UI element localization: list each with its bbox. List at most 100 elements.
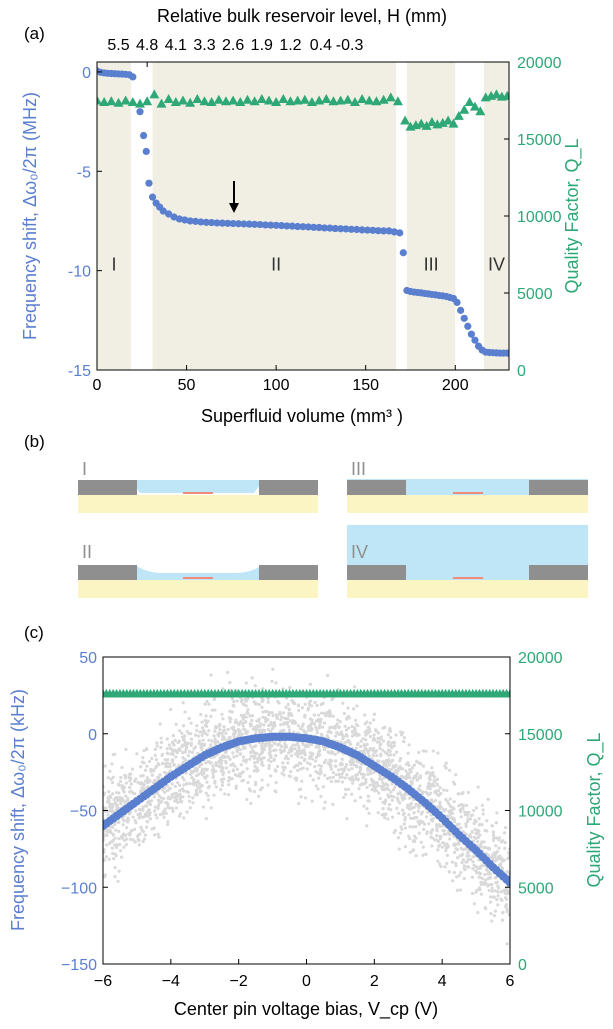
raw-measurement-point [499, 890, 503, 894]
raw-measurement-point [384, 812, 388, 817]
raw-measurement-point [296, 754, 300, 759]
right-tick-label: 5000 [518, 880, 554, 897]
raw-measurement-point [505, 909, 509, 914]
raw-measurement-point [124, 781, 129, 785]
raw-measurement-point [489, 855, 493, 860]
raw-measurement-point [188, 806, 192, 810]
raw-measurement-point [480, 864, 484, 868]
raw-measurement-point [461, 858, 465, 862]
top-tick-label: 5.5 [107, 37, 129, 54]
raw-measurement-point [228, 709, 232, 713]
frequency-shift-point [363, 226, 372, 234]
raw-measurement-point [262, 729, 267, 733]
raw-measurement-point [184, 771, 188, 775]
raw-measurement-point [204, 817, 208, 821]
raw-measurement-point [186, 790, 190, 795]
raw-measurement-point [342, 769, 346, 773]
raw-measurement-point [472, 902, 476, 906]
raw-measurement-point [209, 673, 213, 677]
raw-measurement-point [344, 728, 349, 732]
raw-measurement-point [336, 718, 340, 722]
raw-measurement-point [322, 760, 327, 764]
raw-measurement-point [117, 820, 121, 824]
raw-measurement-point [250, 676, 254, 680]
raw-measurement-point [155, 741, 159, 745]
raw-measurement-point [114, 845, 119, 850]
raw-measurement-point [193, 733, 198, 737]
raw-measurement-point [409, 780, 413, 784]
raw-measurement-point [235, 767, 239, 771]
raw-measurement-point [497, 838, 501, 842]
raw-measurement-point [119, 801, 123, 806]
raw-measurement-point [327, 713, 331, 717]
raw-measurement-point [241, 770, 245, 774]
raw-measurement-point [209, 714, 213, 719]
raw-measurement-point [136, 813, 140, 817]
raw-measurement-point [470, 891, 475, 896]
raw-measurement-point [195, 724, 199, 728]
raw-measurement-point [435, 777, 440, 781]
quality-factor-point [328, 96, 339, 106]
raw-measurement-point [482, 881, 486, 885]
raw-measurement-point [259, 744, 264, 748]
raw-measurement-point [204, 714, 208, 718]
raw-measurement-point [384, 751, 388, 755]
right-tick-label: 15000 [517, 132, 562, 149]
raw-measurement-point [387, 743, 391, 748]
raw-measurement-point [392, 744, 396, 748]
frequency-shift-point [245, 220, 253, 228]
raw-measurement-point [182, 816, 186, 820]
raw-measurement-point [221, 765, 225, 770]
raw-measurement-point [204, 761, 208, 765]
raw-measurement-point [403, 815, 407, 820]
raw-measurement-point [454, 863, 458, 868]
raw-measurement-point [218, 724, 222, 728]
raw-measurement-point [244, 758, 248, 762]
x-tick-label: 150 [352, 377, 379, 394]
x-tick-label: 100 [263, 377, 290, 394]
raw-measurement-point [276, 743, 280, 747]
raw-measurement-point [494, 821, 498, 825]
panel-a-x-ticks: 0 50 100 150 200 [93, 365, 469, 394]
raw-measurement-point [232, 699, 236, 704]
raw-measurement-point [244, 681, 248, 685]
raw-measurement-point [425, 830, 429, 834]
raw-measurement-point [359, 772, 364, 776]
raw-measurement-point [321, 785, 325, 789]
raw-measurement-point [362, 773, 366, 777]
raw-measurement-point [174, 794, 178, 799]
raw-measurement-point [361, 737, 365, 741]
raw-measurement-point [243, 746, 247, 750]
raw-measurement-point [177, 729, 182, 733]
panel-a-left-y-label: Frequency shift, Δω₀/2π (MHz) [20, 92, 40, 340]
raw-measurement-point [416, 819, 420, 824]
raw-measurement-point [403, 826, 408, 830]
raw-measurement-point [429, 831, 433, 835]
raw-measurement-point [165, 747, 169, 751]
raw-measurement-point [197, 786, 201, 790]
raw-measurement-point [365, 728, 369, 733]
raw-measurement-point [162, 815, 166, 819]
raw-measurement-point [443, 865, 447, 869]
raw-measurement-point [314, 755, 319, 759]
raw-measurement-point [412, 838, 416, 843]
raw-measurement-point [491, 833, 496, 837]
raw-measurement-point [438, 862, 442, 866]
raw-measurement-point [110, 846, 114, 850]
raw-measurement-point [261, 687, 265, 691]
raw-measurement-point [283, 765, 287, 770]
raw-measurement-point [436, 848, 440, 852]
raw-measurement-point [329, 779, 333, 784]
raw-measurement-point [150, 827, 154, 831]
raw-measurement-point [293, 721, 298, 725]
panel-c-x-ticks: −6 −4 −2 0 2 4 6 [94, 959, 515, 990]
raw-measurement-point [170, 782, 174, 786]
raw-measurement-point [453, 782, 457, 786]
raw-measurement-point [303, 715, 307, 719]
raw-measurement-point [387, 728, 391, 733]
raw-measurement-point [326, 750, 330, 754]
raw-measurement-point [367, 754, 371, 758]
raw-measurement-point [248, 722, 252, 726]
quality-factor-point [416, 118, 427, 128]
raw-measurement-point [250, 718, 254, 722]
